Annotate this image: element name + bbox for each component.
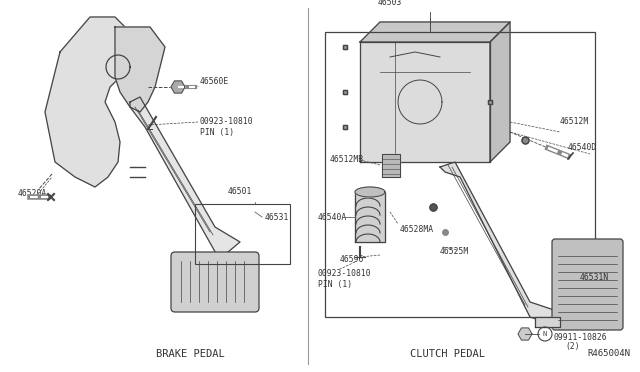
- Text: N: N: [543, 331, 547, 337]
- Ellipse shape: [355, 187, 385, 197]
- Polygon shape: [360, 42, 490, 162]
- FancyBboxPatch shape: [552, 239, 623, 330]
- Text: 46596: 46596: [340, 256, 364, 264]
- Text: R465004N: R465004N: [587, 350, 630, 359]
- Bar: [325, 32, 595, 317]
- Polygon shape: [355, 192, 385, 242]
- Text: BRAKE PEDAL: BRAKE PEDAL: [156, 349, 225, 359]
- Polygon shape: [360, 22, 510, 42]
- Polygon shape: [535, 317, 560, 327]
- Polygon shape: [171, 81, 185, 93]
- Text: 09911-10826: 09911-10826: [553, 333, 607, 341]
- Text: 46501: 46501: [228, 187, 252, 196]
- Polygon shape: [518, 328, 532, 340]
- Polygon shape: [45, 17, 130, 187]
- Text: (2): (2): [565, 341, 580, 350]
- Text: CLUTCH PEDAL: CLUTCH PEDAL: [410, 349, 485, 359]
- Polygon shape: [382, 154, 400, 177]
- Polygon shape: [130, 97, 240, 257]
- Text: 46512MB: 46512MB: [330, 155, 364, 164]
- Text: 46560E: 46560E: [200, 77, 229, 87]
- Polygon shape: [490, 22, 510, 162]
- Text: 46540D: 46540D: [568, 142, 597, 151]
- Polygon shape: [115, 27, 165, 112]
- Text: 46512M: 46512M: [560, 118, 589, 126]
- Text: PIN (1): PIN (1): [318, 279, 352, 289]
- FancyBboxPatch shape: [171, 252, 259, 312]
- Text: 46520A: 46520A: [18, 189, 47, 199]
- Text: 46540A: 46540A: [318, 212, 348, 221]
- Text: 46525M: 46525M: [440, 247, 469, 257]
- Polygon shape: [440, 162, 560, 322]
- Text: 00923-10810: 00923-10810: [318, 269, 372, 279]
- Text: 46528MA: 46528MA: [400, 225, 434, 234]
- Text: PIN (1): PIN (1): [200, 128, 234, 137]
- Text: 46531N: 46531N: [580, 273, 609, 282]
- Bar: [195, 204, 290, 264]
- Text: 46503: 46503: [378, 0, 402, 7]
- Text: 00923-10810: 00923-10810: [200, 118, 253, 126]
- Text: 46531: 46531: [265, 212, 289, 221]
